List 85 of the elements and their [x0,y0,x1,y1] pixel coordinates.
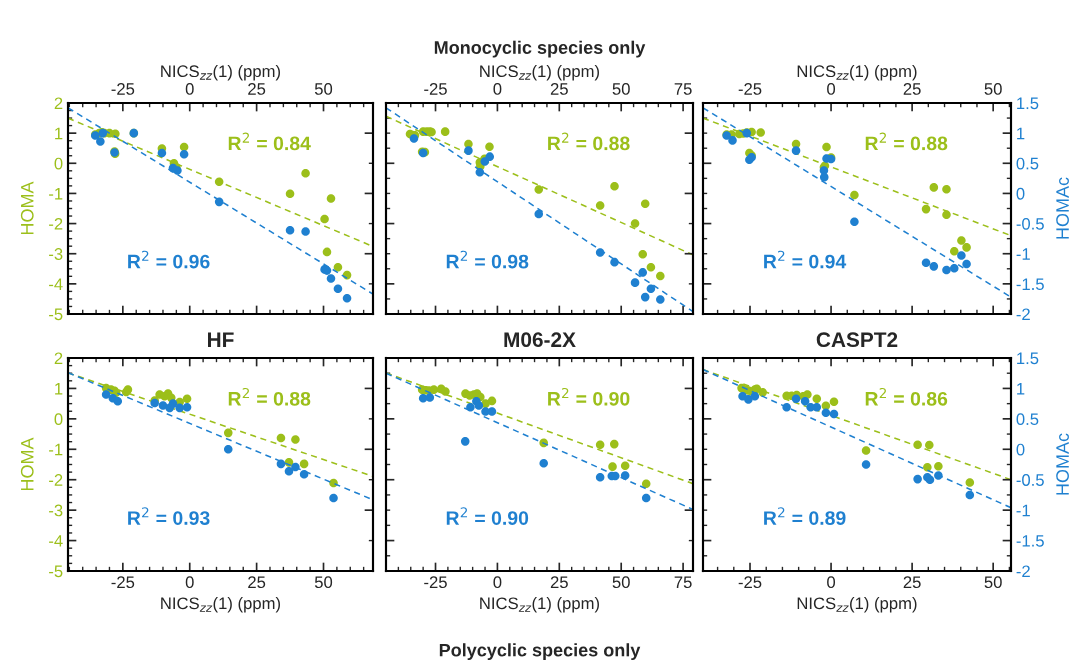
y2-tick-label: 1 [1017,127,1025,140]
x-tick-label: -25 [111,576,135,589]
y2-tick-label: -2 [1016,308,1030,321]
x-tick-label: -25 [111,83,135,95]
y-tick-label: -4 [49,535,63,547]
chart-title: CASPT2 [816,332,898,348]
y-tick-label: 2 [54,97,63,110]
x-tick-label: 75 [674,576,692,589]
y2-tick-label: 1.5 [1017,97,1039,110]
x-tick-label: 50 [612,576,630,589]
y-tick-label: 1 [55,127,63,140]
x-tick-label: 25 [248,83,266,95]
y-tick-label: -5 [49,565,63,578]
y2-axis-title: HOMAc [1056,433,1069,495]
y2-tick-label: -0.5 [1016,217,1044,230]
annotation: R$^{2}$ = 0.86 [865,387,948,406]
y-tick-label: -2 [49,217,63,230]
y2-tick-label: 0.5 [1016,157,1039,170]
x-tick-label: -25 [424,576,447,589]
x-tick-label: 25 [550,576,568,589]
x-tick-label: -25 [738,83,762,95]
y-tick-label: 2 [54,352,63,365]
x-tick-label: 25 [903,576,921,589]
x-tick-label: 0 [493,83,502,95]
y2-tick-label: -1.5 [1016,278,1044,291]
y2-tick-label: -1 [1016,248,1030,260]
x-axis-title: NICS$_{zz}$(1) (ppm) [161,596,280,613]
x-tick-label: 25 [903,83,921,95]
annotation: R$^{2}$ = 0.93 [128,507,210,525]
y-tick-label: 0 [54,413,63,426]
annotation: R$^{2}$ = 0.90 [548,387,630,406]
y2-tick-label: 1.5 [1017,352,1039,365]
x-tick-label: 50 [612,83,630,95]
y2-tick-label: -2 [1016,565,1030,578]
y2-tick-label: 1 [1017,383,1025,395]
x-tick-label: -25 [424,83,447,95]
x-tick-label: 50 [314,576,333,589]
x-tick-label: 0 [827,83,836,95]
y2-tick-label: 0 [1016,187,1025,200]
y2-tick-label: 0 [1016,443,1025,456]
x-tick-label: 0 [827,576,836,589]
x-axis-title: NICS$_{zz}$(1) (ppm) [797,596,917,613]
x-tick-label: 50 [984,83,1002,95]
x-tick-label: 75 [674,83,692,95]
x-tick-label: 0 [185,83,194,95]
x-axis-title: NICS$_{zz}$(1) (ppm) [797,64,917,81]
y-tick-label: -2 [49,474,63,486]
y-axis-title: HOMA [20,437,34,491]
annotation: R$^{2}$ = 0.98 [446,250,529,269]
y-tick-label: -3 [49,248,63,260]
annotation: R$^{2}$ = 0.96 [128,250,210,269]
x-tick-label: -25 [738,576,762,589]
annotation: R$^{2}$ = 0.89 [764,507,846,525]
chart-title: Monocyclic species only [434,40,646,58]
y-tick-label: -3 [49,504,63,517]
y2-tick-label: -1.5 [1016,535,1044,547]
x-axis-title: NICS$_{zz}$(1) (ppm) [161,64,280,81]
y2-tick-label: -0.5 [1016,474,1044,486]
y-tick-label: 0 [54,157,63,170]
x-axis-title: NICS$_{zz}$(1) (ppm) [480,64,599,81]
annotation: R$^{2}$ = 0.88 [865,132,948,151]
x-tick-label: 25 [248,576,266,589]
x-tick-label: 0 [185,576,194,589]
chart-title: M06-2X [504,332,576,348]
y-tick-label: -1 [49,443,63,456]
annotation: R$^{2}$ = 0.90 [446,507,529,525]
y2-axis-title: HOMAc [1056,177,1069,239]
x-tick-label: 25 [550,83,568,95]
y-axis-title: HOMA [20,181,34,235]
x-tick-label: 50 [314,83,333,95]
y-tick-label: -5 [49,308,63,321]
annotation: R$^{2}$ = 0.84 [228,132,311,151]
x-axis-title: NICS$_{zz}$(1) (ppm) [480,596,599,613]
y-tick-label: -4 [49,278,63,290]
annotation: R$^{2}$ = 0.88 [548,132,630,151]
y-tick-label: -1 [49,188,63,200]
x-tick-label: 50 [984,576,1002,589]
y-tick-label: 1 [55,383,63,395]
y2-tick-label: -1 [1016,504,1030,517]
text: Polycyclic species only [439,643,641,661]
annotation: R$^{2}$ = 0.94 [764,250,847,269]
y2-tick-label: 0.5 [1016,413,1039,426]
chart-title: HF [208,332,234,347]
annotation: R$^{2}$ = 0.88 [228,387,311,406]
x-tick-label: 0 [493,576,502,589]
